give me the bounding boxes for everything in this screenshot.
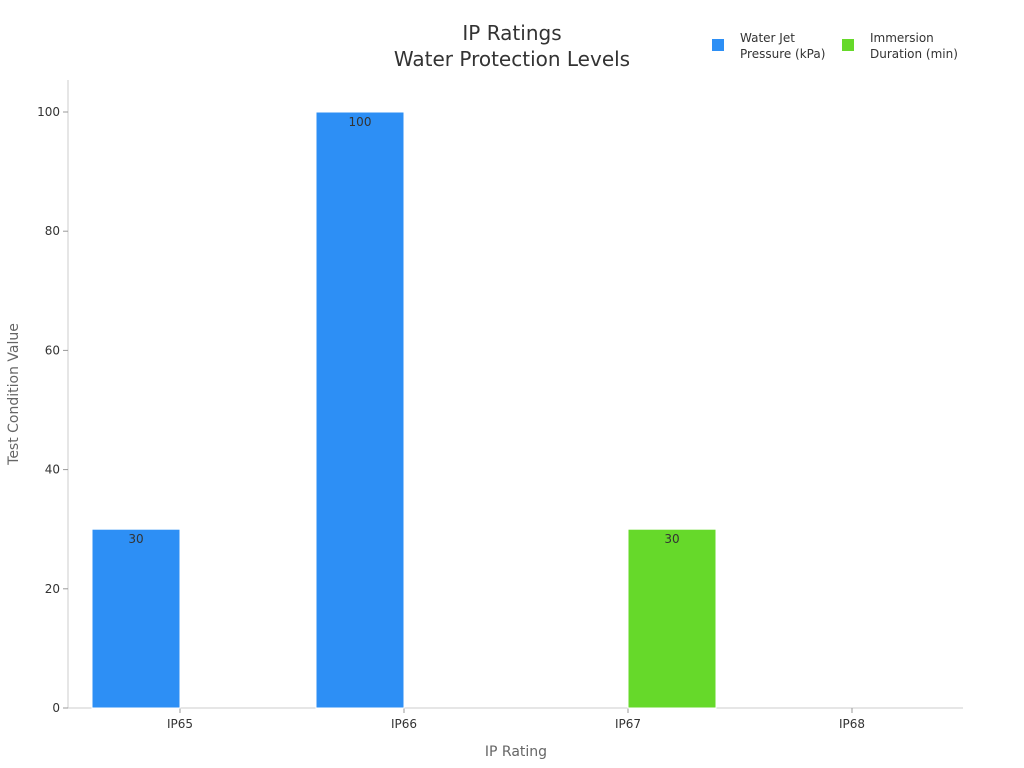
y-tick-label: 80: [45, 224, 60, 238]
x-axis-title: IP Rating: [485, 744, 547, 760]
x-ticks: IP65 IP66 IP67 IP68: [167, 708, 865, 731]
axes: [67, 80, 963, 709]
legend-swatch-immersion: [842, 39, 854, 51]
y-axis-title: Test Condition Value: [6, 323, 22, 466]
x-tick-label: IP66: [391, 717, 417, 731]
y-tick-label: 100: [37, 105, 60, 119]
y-ticks: 0 20 40 60 80 100: [37, 105, 68, 715]
chart-title: IP Ratings Water Protection Levels: [0, 20, 1024, 72]
data-label: 30: [128, 532, 143, 546]
y-tick-label: 40: [45, 463, 60, 477]
bar-ip66-series-0[interactable]: [315, 111, 405, 709]
legend-swatch-water-jet: [712, 39, 724, 51]
x-tick-label: IP65: [167, 717, 193, 731]
y-tick-label: 60: [45, 343, 60, 357]
bar-ip65-series-0[interactable]: [91, 528, 181, 709]
chart-title-line-1: IP Ratings: [462, 21, 562, 45]
chart-title-line-2: Water Protection Levels: [393, 47, 631, 71]
bars: [91, 111, 717, 709]
legend-label-immersion: Immersion Duration (min): [870, 31, 958, 61]
legend-label-water-jet: Water Jet Pressure (kPa): [740, 31, 826, 61]
data-label: 100: [349, 115, 372, 129]
x-tick-label: IP67: [615, 717, 641, 731]
x-tick-label: IP68: [839, 717, 865, 731]
data-label: 30: [664, 532, 679, 546]
y-tick-label: 20: [45, 582, 60, 596]
bar-ip67-series-1[interactable]: [627, 528, 717, 709]
y-tick-label: 0: [52, 701, 60, 715]
data-labels: 30 100 30: [128, 115, 679, 546]
